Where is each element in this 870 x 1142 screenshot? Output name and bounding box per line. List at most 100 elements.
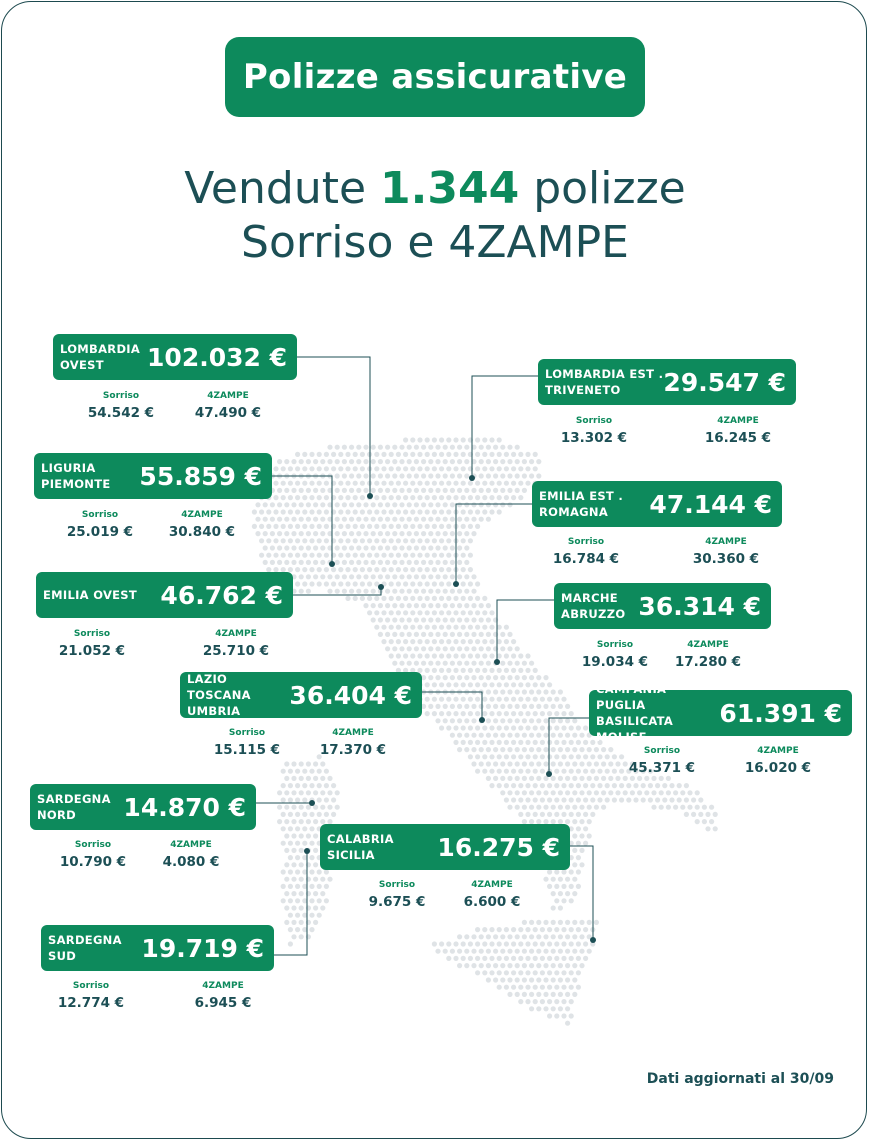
map-dot [485, 516, 491, 522]
map-dot [280, 480, 286, 486]
map-dot [485, 718, 491, 724]
map-dot [327, 459, 333, 465]
map-dot [507, 646, 513, 652]
map-dot [316, 451, 322, 457]
map-dot [489, 725, 495, 731]
map-dot [305, 574, 311, 580]
map-dot [280, 567, 286, 573]
map-dot [554, 999, 560, 1005]
map-dot [557, 703, 564, 710]
sorriso-amount: 9.675 € [368, 894, 426, 910]
map-dot [442, 516, 448, 522]
map-dot [316, 509, 322, 515]
map-dot [503, 696, 509, 702]
map-dot [287, 783, 293, 789]
map-dot [687, 804, 693, 810]
map-dot [475, 768, 481, 774]
leader-line-marche-abruzzo [496, 599, 554, 662]
map-dot [565, 732, 571, 738]
map-dot [543, 790, 549, 796]
map-dot [683, 811, 690, 818]
map-dot [554, 970, 560, 976]
map-dot [496, 783, 502, 789]
map-dot [370, 531, 376, 537]
map-dot [485, 502, 491, 508]
map-dot [442, 631, 448, 638]
map-dot [381, 595, 387, 602]
map-dot [500, 703, 506, 710]
map-dot [295, 855, 301, 861]
map-dot [493, 703, 499, 710]
map-dot [557, 761, 564, 767]
map-dot [345, 595, 351, 602]
map-dot [399, 574, 405, 580]
map-dot [460, 437, 466, 443]
map-dot [475, 696, 481, 702]
map-dot [385, 646, 391, 652]
map-dot [478, 747, 484, 753]
map-dot [521, 991, 528, 998]
map-dot [485, 603, 491, 609]
map-dot [395, 667, 401, 674]
map-dot [359, 595, 365, 602]
map-dot [532, 797, 538, 803]
map-dot [313, 847, 319, 854]
map-dot [395, 624, 401, 630]
map-dot [543, 819, 549, 825]
map-dot [507, 689, 513, 695]
map-dot [550, 732, 556, 738]
map-dot [518, 970, 524, 976]
map-dot [478, 459, 484, 465]
map-dot [532, 783, 538, 789]
map-dot [500, 977, 506, 983]
map-dot [302, 840, 308, 846]
map-dot [298, 775, 304, 782]
map-dot [385, 631, 391, 638]
map-dot [370, 588, 376, 594]
map-dot [356, 516, 362, 522]
map-dot [449, 459, 455, 465]
map-dot [457, 718, 463, 724]
map-dot [539, 711, 546, 717]
map-dot [323, 567, 329, 573]
map-dot [352, 523, 358, 530]
map-dot [583, 754, 589, 760]
map-dot [496, 682, 502, 688]
map-dot [421, 617, 427, 623]
map-dot [568, 869, 574, 875]
map-dot [604, 783, 610, 789]
map-dot [442, 487, 448, 493]
map-dot [316, 495, 322, 501]
map-dot [626, 783, 632, 789]
map-dot [572, 761, 578, 767]
map-dot [367, 509, 373, 515]
map-dot [298, 588, 304, 594]
map-dot [485, 675, 491, 681]
map-dot [449, 502, 455, 508]
map-dot [385, 588, 391, 594]
map-dot [514, 963, 520, 969]
map-dot [287, 523, 293, 530]
map-dot [557, 790, 564, 796]
map-dot [435, 631, 441, 638]
map-dot [568, 725, 574, 731]
map-dot [561, 739, 567, 746]
map-dot [518, 955, 524, 962]
map-dot [295, 927, 301, 933]
map-dot [467, 567, 473, 573]
map-dot [500, 790, 506, 796]
map-dot [262, 559, 268, 566]
map-dot [435, 559, 441, 566]
map-dot [536, 948, 542, 954]
map-dot [658, 775, 664, 782]
leader-dot-marche-abruzzo [494, 659, 500, 665]
map-dot [431, 711, 437, 717]
map-dot [485, 934, 491, 940]
map-dot [457, 574, 463, 580]
map-dot [406, 531, 412, 537]
map-dot [565, 718, 571, 724]
map-dot [284, 790, 290, 796]
map-dot [500, 675, 506, 681]
sorriso-label: Sorriso [73, 629, 111, 639]
map-dot [565, 703, 571, 710]
